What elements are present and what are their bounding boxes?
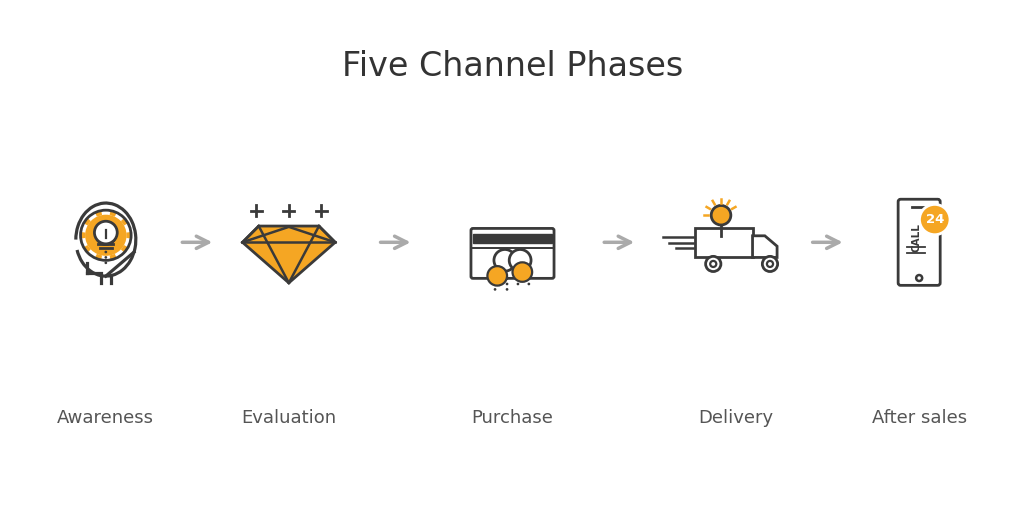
Circle shape [528, 282, 530, 285]
Circle shape [767, 261, 773, 267]
Circle shape [517, 282, 520, 285]
Polygon shape [752, 236, 777, 257]
Polygon shape [95, 254, 103, 260]
Text: Five Channel Phases: Five Channel Phases [342, 50, 683, 83]
Circle shape [711, 206, 731, 225]
Circle shape [916, 275, 922, 281]
Circle shape [505, 288, 508, 291]
Circle shape [494, 249, 516, 271]
Polygon shape [84, 245, 91, 252]
Circle shape [494, 282, 496, 285]
Text: Awareness: Awareness [57, 409, 155, 427]
Circle shape [488, 266, 507, 286]
Polygon shape [110, 210, 117, 217]
Circle shape [509, 249, 531, 271]
Polygon shape [121, 245, 128, 252]
Circle shape [919, 205, 950, 235]
Circle shape [96, 226, 115, 245]
Polygon shape [126, 232, 131, 238]
Circle shape [494, 277, 496, 280]
Circle shape [94, 221, 117, 244]
Polygon shape [121, 218, 128, 226]
Circle shape [710, 261, 716, 267]
Circle shape [105, 256, 108, 259]
Polygon shape [243, 226, 335, 283]
Circle shape [105, 261, 108, 264]
Polygon shape [81, 232, 85, 238]
Text: Evaluation: Evaluation [241, 409, 336, 427]
Circle shape [705, 256, 721, 271]
Circle shape [105, 250, 108, 254]
Bar [695, 228, 752, 257]
Text: 24: 24 [926, 213, 944, 226]
Circle shape [763, 256, 778, 271]
Circle shape [85, 215, 126, 256]
Text: CALL: CALL [911, 224, 921, 252]
Circle shape [505, 282, 508, 285]
Circle shape [528, 277, 530, 280]
Circle shape [517, 277, 520, 280]
Text: After sales: After sales [871, 409, 967, 427]
Circle shape [494, 288, 496, 291]
Text: Delivery: Delivery [699, 409, 774, 427]
FancyBboxPatch shape [898, 199, 940, 285]
Polygon shape [84, 218, 91, 226]
FancyBboxPatch shape [470, 228, 555, 278]
Circle shape [512, 262, 532, 282]
Polygon shape [95, 210, 103, 217]
Text: Purchase: Purchase [472, 409, 554, 427]
Circle shape [505, 277, 508, 280]
Polygon shape [110, 254, 117, 260]
Bar [473, 234, 552, 243]
